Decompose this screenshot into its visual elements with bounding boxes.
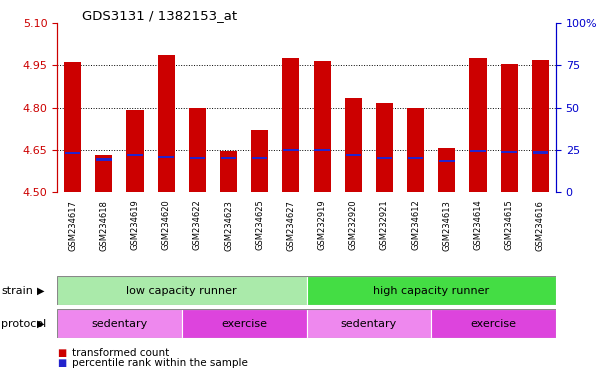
Text: ▶: ▶	[37, 318, 44, 329]
Bar	[282, 58, 299, 192]
Text: protocol: protocol	[1, 318, 46, 329]
Bar	[469, 58, 487, 192]
Bar	[432, 309, 556, 338]
Text: sedentary: sedentary	[91, 318, 148, 329]
Bar	[96, 159, 112, 161]
Bar	[157, 55, 175, 192]
Text: low capacity runner: low capacity runner	[126, 286, 237, 296]
Bar	[189, 108, 206, 192]
Bar	[252, 157, 267, 159]
Bar	[439, 160, 454, 162]
Bar	[408, 157, 423, 159]
Bar	[501, 64, 517, 192]
Bar	[345, 98, 362, 192]
Bar	[377, 157, 392, 159]
Text: transformed count: transformed count	[72, 348, 169, 358]
Bar	[126, 110, 144, 192]
Bar	[314, 61, 331, 192]
Text: ▶: ▶	[37, 286, 44, 296]
Bar	[96, 156, 112, 192]
Text: high capacity runner: high capacity runner	[373, 286, 489, 296]
Text: strain: strain	[1, 286, 33, 296]
Bar	[64, 63, 81, 192]
Bar	[159, 156, 174, 159]
Text: exercise: exercise	[221, 318, 267, 329]
Bar	[182, 309, 307, 338]
Bar	[307, 276, 556, 305]
Text: exercise: exercise	[471, 318, 517, 329]
Bar	[314, 149, 330, 151]
Bar	[470, 150, 486, 152]
Bar	[127, 154, 143, 156]
Text: ■: ■	[57, 358, 66, 368]
Bar	[501, 151, 517, 153]
Bar	[283, 149, 299, 151]
Bar	[57, 309, 182, 338]
Bar	[532, 151, 548, 154]
Bar	[376, 103, 393, 192]
Bar	[220, 151, 237, 192]
Bar	[251, 130, 268, 192]
Text: sedentary: sedentary	[341, 318, 397, 329]
Bar	[65, 152, 81, 154]
Text: GDS3131 / 1382153_at: GDS3131 / 1382153_at	[82, 9, 237, 22]
Bar	[346, 154, 361, 156]
Bar	[221, 157, 236, 159]
Text: ■: ■	[57, 348, 66, 358]
Bar	[307, 309, 432, 338]
Bar	[57, 276, 307, 305]
Bar	[407, 108, 424, 192]
Bar	[532, 60, 549, 192]
Bar	[190, 157, 205, 159]
Bar	[438, 148, 456, 192]
Text: percentile rank within the sample: percentile rank within the sample	[72, 358, 248, 368]
